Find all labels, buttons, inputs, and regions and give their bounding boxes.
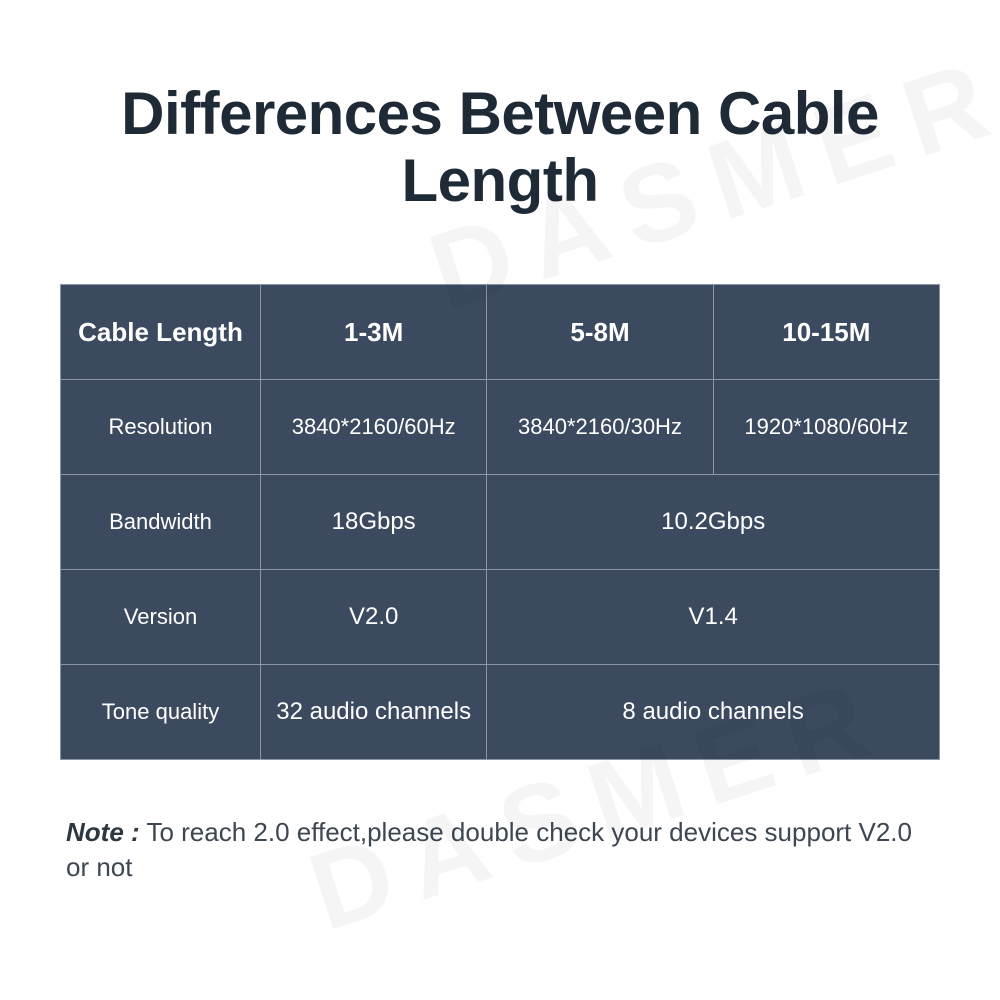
cell-tone-quality-0: 32 audio channels (261, 665, 487, 760)
table-row: Tone quality 32 audio channels 8 audio c… (61, 665, 940, 760)
row-label-version: Version (61, 570, 261, 665)
cell-cable-length-1: 5-8M (487, 285, 713, 380)
table-row: Version V2.0 V1.4 (61, 570, 940, 665)
comparison-table: Cable Length 1-3M 5-8M 10-15M Resolution… (60, 284, 940, 760)
cell-resolution-1: 3840*2160/30Hz (487, 380, 713, 475)
infographic-page: DASMER DASMER Differences Between Cable … (0, 0, 1000, 1000)
table-row: Cable Length 1-3M 5-8M 10-15M (61, 285, 940, 380)
table-row: Bandwidth 18Gbps 10.2Gbps (61, 475, 940, 570)
row-label-resolution: Resolution (61, 380, 261, 475)
row-label-bandwidth: Bandwidth (61, 475, 261, 570)
row-label-cable-length: Cable Length (61, 285, 261, 380)
cell-resolution-2: 1920*1080/60Hz (713, 380, 939, 475)
note-text: To reach 2.0 effect,please double check … (66, 817, 912, 882)
row-label-tone-quality: Tone quality (61, 665, 261, 760)
cell-version-0: V2.0 (261, 570, 487, 665)
cell-bandwidth-1: 10.2Gbps (487, 475, 940, 570)
note: Note : To reach 2.0 effect,please double… (60, 815, 940, 885)
cell-bandwidth-0: 18Gbps (261, 475, 487, 570)
cell-cable-length-2: 10-15M (713, 285, 939, 380)
cell-version-1: V1.4 (487, 570, 940, 665)
cell-tone-quality-1: 8 audio channels (487, 665, 940, 760)
table-row: Resolution 3840*2160/60Hz 3840*2160/30Hz… (61, 380, 940, 475)
note-label: Note : (66, 817, 140, 847)
page-title: Differences Between Cable Length (60, 80, 940, 214)
cell-resolution-0: 3840*2160/60Hz (261, 380, 487, 475)
cell-cable-length-0: 1-3M (261, 285, 487, 380)
